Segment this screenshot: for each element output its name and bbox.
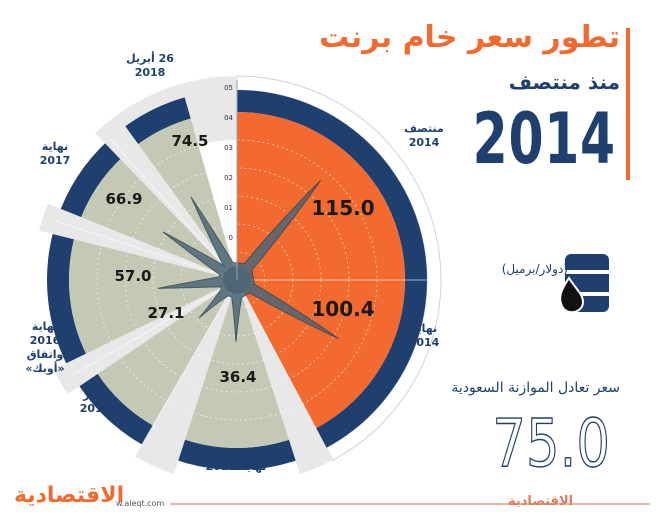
category-label-line: نهاية 2015	[206, 460, 267, 473]
category-label: نهاية 2016 واتفاق «أوبك»	[25, 320, 64, 375]
unit-label: (دولار/برميل)	[501, 262, 568, 276]
breakeven-label: سعر تعادل الموازنة السعودية	[451, 380, 620, 396]
page-subtitle: منذ منتصف	[508, 70, 620, 94]
category-label-line: 26 أبريل	[126, 51, 174, 65]
navy-ring-segment	[72, 364, 153, 445]
category-label-line: 2014	[409, 136, 440, 149]
category-label-line: 2018	[135, 66, 166, 79]
gap-wedge	[39, 203, 237, 280]
category-label-line: يناير	[82, 388, 107, 401]
data-sector	[77, 155, 237, 280]
value-label: 115.0	[311, 196, 374, 220]
category-label: يناير 2016	[80, 388, 111, 415]
oil-barrel-icon	[559, 254, 609, 314]
title-accent-bar	[626, 28, 630, 180]
category-label-line: نهاية	[411, 322, 437, 335]
footer-logo-right: الاقتصادية	[508, 494, 574, 509]
axis-tick-label: 04	[224, 114, 233, 122]
breakeven-value: 75.0	[492, 404, 611, 482]
grid-ring	[180, 223, 294, 337]
axis-tick-label: 05	[224, 84, 233, 92]
category-label-line: «أوبك»	[25, 361, 64, 375]
value-label: 36.4	[219, 368, 256, 386]
footer-line	[170, 503, 650, 505]
category-label-line: 2014	[409, 336, 440, 349]
navy-ring-segment	[142, 425, 327, 470]
sector-divider	[141, 279, 238, 445]
category-label: 26 أبريل 2018	[126, 51, 174, 79]
category-label-line: نهاية	[42, 140, 68, 153]
sector-divider	[72, 279, 238, 376]
sector-divider	[56, 220, 238, 281]
axis-tick-label: 03	[224, 144, 233, 152]
value-label: 100.4	[311, 297, 374, 321]
navy-ring-segment	[46, 221, 92, 375]
navy-ring-segment	[237, 90, 427, 280]
data-sector	[68, 228, 237, 364]
footer-url[interactable]: w.aleqt.com	[116, 499, 165, 508]
navy-ring-segment	[56, 138, 125, 229]
axis-tick-label: 02	[224, 174, 233, 182]
gap-wedge	[53, 280, 238, 395]
sector-divider	[109, 138, 238, 281]
page-title: تطور سعر خام برنت	[319, 20, 620, 55]
category-label-line: نهاية	[32, 320, 58, 333]
gap-wedge	[95, 114, 237, 280]
title-year: 2014	[472, 98, 616, 180]
data-sector	[237, 112, 405, 280]
category-label-line: 2016	[80, 402, 111, 415]
footer-bar	[0, 486, 660, 524]
category-label-line: 2016	[30, 334, 61, 347]
sector-divider	[236, 279, 327, 448]
value-label: 27.1	[147, 304, 184, 322]
grid-ring	[96, 139, 378, 421]
gap-wedge	[135, 280, 237, 475]
data-sector	[124, 118, 237, 281]
gap-wedge	[237, 280, 333, 475]
category-label-line: واتفاق	[27, 348, 64, 361]
category-label: نهاية 2014	[409, 322, 440, 349]
category-label: منتصف 2014	[404, 122, 444, 149]
category-label-line: منتصف	[404, 122, 444, 135]
value-label: 74.5	[171, 132, 208, 150]
value-label: 66.9	[105, 190, 142, 208]
price-spike-shape	[157, 180, 339, 342]
grid-ring	[124, 167, 350, 393]
footer-logo-left: الاقتصادية	[14, 483, 125, 508]
category-label-line: 2017	[40, 154, 71, 167]
axis-tick-label: 0	[229, 234, 233, 242]
category-label: نهاية 2017	[40, 140, 71, 167]
category-label: نهاية 2015	[206, 460, 267, 473]
value-label: 57.0	[114, 267, 151, 285]
navy-ring-segment	[315, 280, 427, 448]
axis-tick-label: 01	[224, 204, 233, 212]
